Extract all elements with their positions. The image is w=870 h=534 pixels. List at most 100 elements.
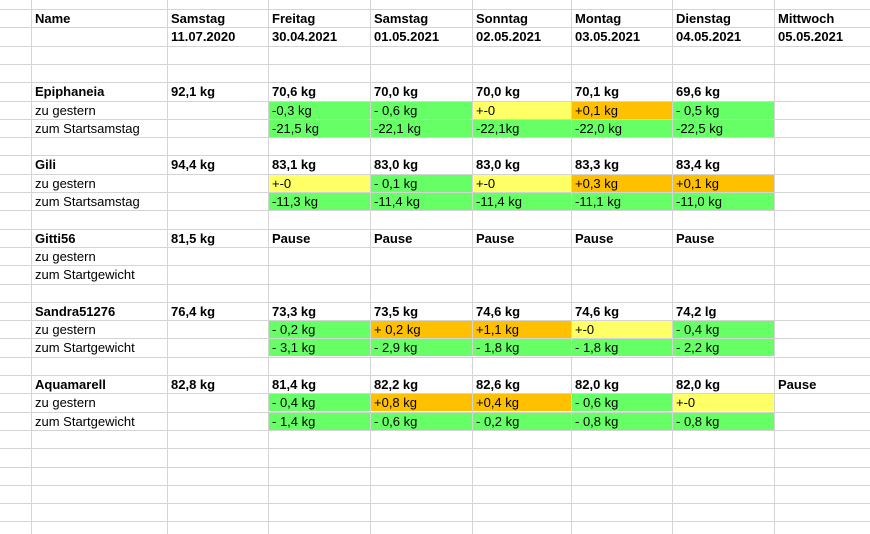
- person-row-cell[interactable]: Pause: [476, 231, 515, 246]
- person-row-cell[interactable]: 94,4 kg: [171, 157, 216, 172]
- diff-row-cell[interactable]: [168, 175, 268, 192]
- diff-row-label[interactable]: zum Startsamstag: [35, 121, 140, 136]
- header-date-cell[interactable]: 04.05.2021: [676, 29, 742, 44]
- diff-row-cell[interactable]: - 1,4 kg: [269, 413, 370, 430]
- person-row-cell[interactable]: 82,6 kg: [476, 377, 521, 392]
- diff-row-cell[interactable]: -22,1kg: [473, 120, 571, 137]
- header-date-cell[interactable]: 05.05.2021: [778, 29, 844, 44]
- diff-row-cell[interactable]: -11,0 kg: [673, 193, 774, 210]
- person-row-cell[interactable]: 83,1 kg: [272, 157, 317, 172]
- diff-row-cell[interactable]: - 0,6 kg: [371, 413, 472, 430]
- diff-row-cell[interactable]: +0,1 kg: [572, 102, 672, 119]
- diff-row-cell[interactable]: [775, 413, 870, 430]
- diff-row-label[interactable]: zu gestern: [35, 395, 96, 410]
- person-row-cell[interactable]: 70,6 kg: [272, 84, 317, 99]
- diff-row-cell[interactable]: [473, 266, 571, 283]
- person-row-cell[interactable]: 83,0 kg: [476, 157, 521, 172]
- diff-row-cell[interactable]: - 0,6 kg: [572, 394, 672, 411]
- diff-row-cell[interactable]: -11,4 kg: [371, 193, 472, 210]
- diff-row-cell[interactable]: - 2,2 kg: [673, 339, 774, 356]
- diff-row-cell[interactable]: [168, 248, 268, 265]
- person-row-cell[interactable]: [775, 303, 870, 320]
- diff-row-cell[interactable]: [168, 193, 268, 210]
- diff-row-cell[interactable]: -0,3 kg: [269, 102, 370, 119]
- header-date-cell[interactable]: 01.05.2021: [374, 29, 440, 44]
- diff-row-cell[interactable]: - 0,8 kg: [673, 413, 774, 430]
- diff-row-cell[interactable]: - 1,8 kg: [473, 339, 571, 356]
- diff-row-cell[interactable]: [775, 120, 870, 137]
- diff-row-cell[interactable]: [371, 266, 472, 283]
- diff-row-cell[interactable]: [168, 102, 268, 119]
- diff-row-cell[interactable]: - 2,9 kg: [371, 339, 472, 356]
- diff-row-cell[interactable]: [673, 248, 774, 265]
- person-row-cell[interactable]: Pause: [575, 231, 614, 246]
- diff-row-cell[interactable]: [269, 248, 370, 265]
- header-name-cell[interactable]: Name: [35, 11, 71, 26]
- diff-row-cell[interactable]: - 0,2 kg: [269, 321, 370, 338]
- person-row-cell[interactable]: Pause: [676, 231, 715, 246]
- diff-row-cell[interactable]: [168, 394, 268, 411]
- person-row-cell[interactable]: 73,5 kg: [374, 304, 419, 319]
- person-row-cell[interactable]: 83,4 kg: [676, 157, 721, 172]
- diff-row-cell[interactable]: - 0,5 kg: [673, 102, 774, 119]
- diff-row-cell[interactable]: [775, 394, 870, 411]
- diff-row-label[interactable]: zum Startgewicht: [35, 340, 135, 355]
- person-row-cell[interactable]: 82,2 kg: [374, 377, 419, 392]
- person-row-cell[interactable]: [775, 83, 870, 100]
- person-row-cell[interactable]: 83,3 kg: [575, 157, 620, 172]
- diff-row-cell[interactable]: [168, 339, 268, 356]
- diff-row-label[interactable]: zu gestern: [35, 322, 96, 337]
- person-row-cell[interactable]: 70,1 kg: [575, 84, 620, 99]
- header-weekday-cell[interactable]: Mittwoch: [778, 11, 835, 26]
- person-row-label[interactable]: Gili: [35, 157, 56, 172]
- header-date-cell[interactable]: 30.04.2021: [272, 29, 338, 44]
- diff-row-cell[interactable]: - 0,4 kg: [269, 394, 370, 411]
- diff-row-label[interactable]: zum Startgewicht: [35, 267, 135, 282]
- person-row-cell[interactable]: 74,2 lg: [676, 304, 717, 319]
- diff-row-cell[interactable]: [168, 266, 268, 283]
- person-row-cell[interactable]: Pause: [374, 231, 413, 246]
- person-row-cell[interactable]: 69,6 kg: [676, 84, 721, 99]
- diff-row-cell[interactable]: -11,3 kg: [269, 193, 370, 210]
- diff-row-cell[interactable]: +1,1 kg: [473, 321, 571, 338]
- diff-row-label[interactable]: zu gestern: [35, 103, 96, 118]
- diff-row-cell[interactable]: [673, 266, 774, 283]
- person-row-cell[interactable]: 74,6 kg: [476, 304, 521, 319]
- diff-row-label[interactable]: zu gestern: [35, 249, 96, 264]
- diff-row-cell[interactable]: - 0,4 kg: [673, 321, 774, 338]
- diff-row-cell[interactable]: [775, 248, 870, 265]
- diff-row-cell[interactable]: [775, 266, 870, 283]
- diff-row-cell[interactable]: -22,0 kg: [572, 120, 672, 137]
- diff-row-cell[interactable]: [168, 120, 268, 137]
- person-row-cell[interactable]: [775, 230, 870, 247]
- diff-row-cell[interactable]: + 0,2 kg: [371, 321, 472, 338]
- person-row-cell[interactable]: 74,6 kg: [575, 304, 620, 319]
- person-row-label[interactable]: Epiphaneia: [35, 84, 105, 99]
- person-row-cell[interactable]: 82,0 kg: [575, 377, 620, 392]
- diff-row-cell[interactable]: -11,1 kg: [572, 193, 672, 210]
- diff-row-label[interactable]: zum Startgewicht: [35, 414, 135, 429]
- header-weekday-cell[interactable]: Samstag: [374, 11, 429, 26]
- header-date-cell[interactable]: 03.05.2021: [575, 29, 641, 44]
- diff-row-cell[interactable]: - 0,8 kg: [572, 413, 672, 430]
- person-row-cell[interactable]: 70,0 kg: [476, 84, 521, 99]
- person-row-cell[interactable]: 73,3 kg: [272, 304, 317, 319]
- header-weekday-cell[interactable]: Sonntag: [476, 11, 528, 26]
- diff-row-cell[interactable]: +-0: [473, 175, 571, 192]
- diff-row-cell[interactable]: [473, 248, 571, 265]
- diff-row-cell[interactable]: [168, 321, 268, 338]
- diff-row-cell[interactable]: +-0: [673, 394, 774, 411]
- diff-row-cell[interactable]: - 0,2 kg: [473, 413, 571, 430]
- diff-row-cell[interactable]: [572, 266, 672, 283]
- header-date-cell[interactable]: 02.05.2021: [476, 29, 542, 44]
- person-row-label[interactable]: Sandra51276: [35, 304, 116, 319]
- person-row-cell[interactable]: 82,0 kg: [676, 377, 721, 392]
- diff-row-cell[interactable]: -21,5 kg: [269, 120, 370, 137]
- diff-row-cell[interactable]: [775, 193, 870, 210]
- diff-row-cell[interactable]: [572, 248, 672, 265]
- person-row-cell[interactable]: Pause: [272, 231, 311, 246]
- diff-row-cell[interactable]: - 3,1 kg: [269, 339, 370, 356]
- person-row-cell[interactable]: 83,0 kg: [374, 157, 419, 172]
- person-row-cell[interactable]: 82,8 kg: [171, 377, 216, 392]
